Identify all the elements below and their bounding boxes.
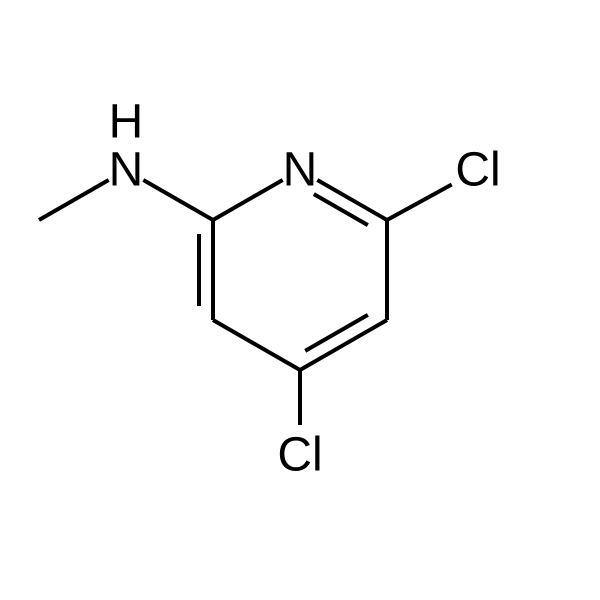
bond <box>213 180 283 220</box>
bond <box>39 180 109 220</box>
bond <box>213 320 300 370</box>
bonds-layer <box>39 180 452 425</box>
atom-label-Cl_ortho: Cl <box>455 144 500 197</box>
bond <box>314 194 368 225</box>
atom-label-N_amine: N <box>109 144 144 197</box>
bond <box>387 184 452 220</box>
molecule-diagram: NNHClCl <box>0 0 600 600</box>
atom-label-Cl_para: Cl <box>277 429 322 482</box>
atoms-layer: NNHClCl <box>109 96 501 482</box>
bond <box>143 180 213 220</box>
bond <box>305 315 368 351</box>
atom-label-H_amine: H <box>109 96 144 149</box>
atom-label-N_ring: N <box>283 144 318 197</box>
